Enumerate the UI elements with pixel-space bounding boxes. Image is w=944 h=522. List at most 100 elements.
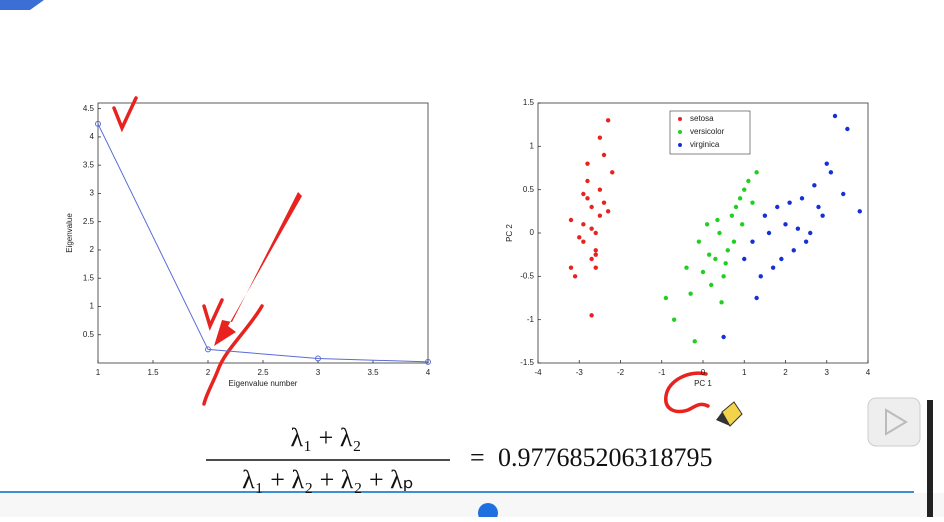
x-tick-label: 2.5	[257, 368, 269, 377]
scatter-point	[723, 261, 728, 266]
scatter-point	[816, 204, 821, 210]
scatter-point	[783, 222, 788, 227]
y-tick-label: -1.5	[520, 358, 534, 367]
pencil-cursor	[716, 401, 743, 427]
formula-numerator: λ₁ + λ₂	[290, 423, 361, 452]
scatter-point	[610, 170, 615, 175]
y-tick-label: 3.5	[83, 160, 95, 169]
plot-frame	[97, 102, 429, 364]
handwritten-annotations	[112, 96, 710, 414]
y-tick-label: 0.5	[523, 185, 535, 194]
x-tick-label: 1.5	[147, 368, 159, 377]
scatter-point	[601, 152, 607, 158]
y-tick-label: 1	[90, 302, 95, 311]
scatter-point	[601, 200, 607, 205]
scatter-point	[581, 191, 586, 197]
scatter-point	[706, 252, 712, 257]
scatter-point	[721, 274, 726, 279]
scatter-point	[589, 226, 594, 231]
scatter-point	[568, 265, 574, 270]
scatter-point	[828, 170, 834, 175]
stroke	[202, 304, 264, 406]
check-mark	[202, 298, 224, 331]
scatter-point	[684, 265, 689, 270]
x-tick-label: 4	[426, 368, 431, 377]
scatter-point	[754, 170, 759, 175]
scatter-point	[719, 300, 724, 305]
y-tick-label: 2.5	[83, 217, 95, 226]
scatter-point	[704, 222, 710, 227]
play-button[interactable]	[867, 397, 921, 447]
point-marker	[95, 120, 101, 127]
formula-denominator: λ₁ + λ₂ + λ₂ + λₚ	[242, 465, 414, 494]
point-marker	[205, 346, 211, 353]
scatter-point	[572, 274, 578, 279]
scatter-point	[581, 239, 586, 244]
scatter-point	[593, 230, 598, 236]
pencil-tip	[716, 412, 730, 426]
scatter-point	[787, 200, 792, 205]
y-tick-label: 4	[90, 132, 95, 141]
x-tick-label: 2	[206, 368, 211, 377]
y-tick-label: 4.5	[83, 104, 95, 113]
x-tick-label: 2	[783, 368, 788, 377]
scatter-point	[762, 213, 768, 218]
play-icon[interactable]	[885, 408, 908, 436]
x-tick-label: -2	[617, 368, 625, 377]
scatter-point	[721, 334, 726, 340]
formula-result: 0.977685206318795	[498, 443, 713, 472]
scatter-point	[589, 313, 594, 318]
scatter-point	[750, 239, 755, 244]
scatter-point	[605, 118, 611, 123]
scatter-point	[671, 317, 677, 322]
formula-equals: =	[470, 443, 485, 472]
circle-mark	[664, 371, 710, 414]
x-tick-label: -3	[576, 368, 584, 377]
scatter-point	[605, 209, 611, 214]
scatter-point	[758, 274, 763, 279]
x-tick-label: 1	[96, 368, 101, 377]
scatter-point	[713, 256, 718, 262]
y-tick-label: 1.5	[83, 273, 95, 282]
scatter-point	[585, 196, 590, 201]
scatter-point	[820, 213, 825, 218]
x-axis-label: PC 1	[694, 379, 712, 388]
x-tick-label: 3	[825, 368, 830, 377]
x-axis-label: Eigenvalue number	[229, 379, 298, 388]
scatter-point	[700, 269, 706, 275]
scatter-point	[593, 265, 598, 270]
legend-swatch	[678, 143, 682, 147]
scatter-point	[585, 178, 590, 184]
scatter-point	[709, 282, 714, 288]
x-tick-label: -1	[658, 368, 666, 377]
scatter-point	[589, 256, 594, 262]
corner-decoration	[0, 0, 44, 10]
check-mark	[112, 96, 138, 133]
toolbar	[0, 493, 944, 517]
y-tick-label: 0.5	[83, 330, 95, 339]
scatter-point	[696, 239, 702, 244]
scatter-point	[585, 161, 590, 166]
arrow	[214, 192, 302, 346]
scatter-point	[824, 161, 829, 166]
legend-swatch	[678, 130, 682, 134]
legend-label: virginica	[690, 140, 720, 149]
scatter-point	[589, 204, 594, 210]
play-button-bg[interactable]	[867, 397, 921, 447]
line	[97, 123, 429, 363]
scatter-point	[717, 230, 722, 236]
scatter-point	[791, 248, 796, 253]
scatter-point	[779, 256, 784, 262]
scatter-point	[775, 204, 780, 210]
scatter-point	[597, 135, 603, 140]
scatter-point	[746, 178, 751, 184]
scatter-point	[812, 183, 817, 188]
scatter-point	[841, 191, 846, 197]
scatter-point	[750, 200, 755, 205]
point-marker	[425, 358, 431, 365]
scatter-point	[597, 187, 603, 192]
x-tick-label: -4	[534, 368, 542, 377]
scatter-point	[597, 213, 603, 218]
scatter-point	[766, 230, 772, 236]
